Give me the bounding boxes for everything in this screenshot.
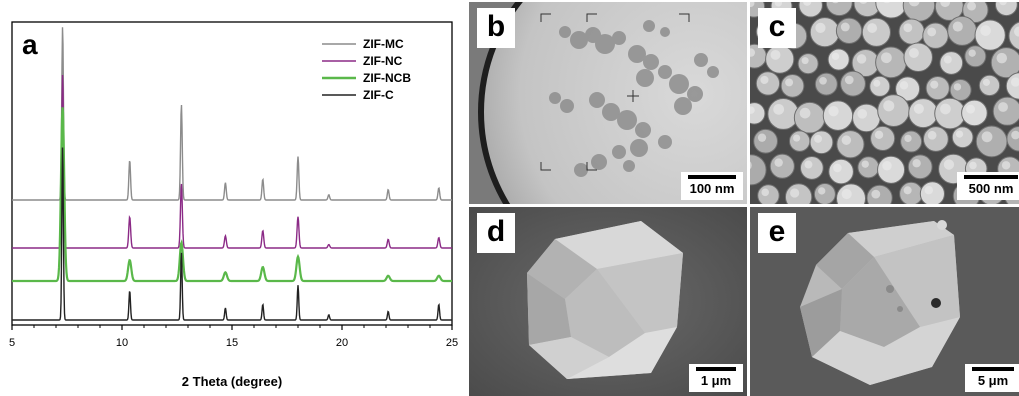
series-line-zif-ncb	[12, 107, 452, 283]
scale-bar-d: 1 μm	[689, 364, 743, 392]
tem-image	[469, 2, 747, 204]
tem-image-panel: b 100 nm	[469, 2, 747, 204]
scale-bar-d-label: 1 μm	[700, 373, 732, 388]
xrd-chart: 5 10 15 20 25 2 Theta (degree) ZIF-MCZIF-NCZ…	[9, 21, 458, 389]
x-axis: 5 10 15 20 25	[9, 325, 458, 349]
scale-bar-b: 100 nm	[681, 172, 743, 200]
sem-image-panel-e: e 5 μm	[750, 207, 1019, 396]
sem-rough-crystal-image	[750, 207, 1019, 396]
scale-bar-c-label: 500 nm	[968, 181, 1014, 196]
scale-bar-e: 5 μm	[965, 364, 1019, 392]
scale-bar-b-label: 100 nm	[689, 181, 735, 196]
legend-entry: ZIF-C	[363, 88, 394, 102]
x-tick-label: 5	[9, 337, 15, 349]
scale-line	[972, 367, 1014, 371]
scale-bar-e-label: 5 μm	[977, 373, 1009, 388]
series-line-zif-c	[12, 147, 452, 321]
scale-line	[696, 367, 736, 371]
legend-entry: ZIF-NC	[363, 54, 403, 68]
sem-image-panel-c: c 500 nm	[750, 2, 1019, 204]
legend-entry: ZIF-NCB	[363, 71, 411, 85]
x-axis-label: 2 Theta (degree)	[182, 374, 282, 389]
series-line-zif-nc	[12, 74, 452, 249]
panel-label-d: d	[477, 213, 515, 253]
panel-letter-bg	[16, 24, 50, 60]
legend-entry: ZIF-MC	[363, 37, 404, 51]
scale-line	[964, 175, 1018, 179]
series-line-zif-mc	[12, 27, 452, 201]
panel-label-b: b	[477, 8, 515, 48]
traces	[12, 27, 452, 321]
x-tick-label: 25	[446, 337, 458, 349]
panel-label-c: c	[758, 8, 796, 48]
scale-line	[688, 175, 736, 179]
legend: ZIF-MC ZIF-NC ZIF-NCB ZIF-C	[322, 37, 411, 102]
sem-crystal-image	[469, 207, 747, 396]
panel-label-a: a	[22, 29, 38, 60]
panel-label-e: e	[758, 213, 796, 253]
sem-image-panel-d: d 1 μm	[469, 207, 747, 396]
x-tick-label: 20	[336, 337, 348, 349]
x-tick-label: 15	[226, 337, 238, 349]
scale-bar-c: 500 nm	[957, 172, 1019, 200]
x-tick-label: 10	[116, 337, 128, 349]
